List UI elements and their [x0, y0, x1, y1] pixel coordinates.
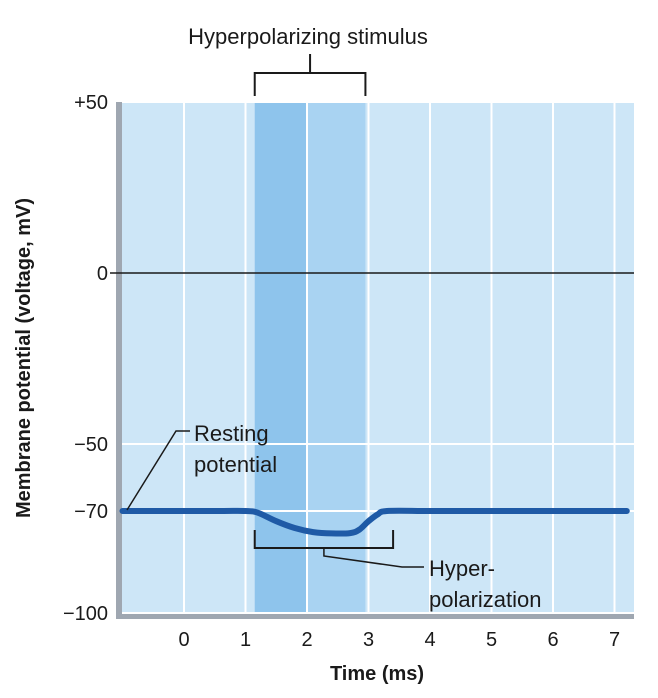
plot-frame-bottom	[116, 613, 634, 619]
y-tick-label-0: +50	[74, 92, 108, 114]
resting-potential-label-line2: potential	[194, 452, 277, 477]
plot-area: +50 0 −50 −70 −100 0 1 2 3 4 5 6 7	[63, 92, 634, 651]
y-axis-title: Membrane potential (voltage, mV)	[13, 198, 35, 518]
x-tick-label-0: 0	[178, 629, 189, 651]
x-tick-label-5: 5	[486, 629, 497, 651]
x-tick-label-7: 7	[609, 629, 620, 651]
stimulus-bracket	[253, 54, 367, 96]
stimulus-band-right	[307, 102, 366, 613]
hyperpolarization-label-line2: polarization	[429, 587, 542, 612]
x-tick-label-1: 1	[240, 629, 251, 651]
x-tick-label-4: 4	[424, 629, 435, 651]
x-tick-label-2: 2	[301, 629, 312, 651]
stimulus-band-left	[254, 102, 307, 613]
hyperpolarization-leader	[323, 548, 424, 568]
x-axis-title: Time (ms)	[330, 663, 424, 685]
y-tick-label-3: −70	[74, 501, 108, 523]
annotation-layer	[126, 54, 424, 568]
plot-frame-left	[116, 102, 122, 619]
x-tick-label-3: 3	[363, 629, 374, 651]
x-tick-label-6: 6	[547, 629, 558, 651]
resting-potential-leader	[126, 430, 190, 511]
y-tick-label-2: −50	[74, 434, 108, 456]
stimulus-label: Hyperpolarizing stimulus	[188, 24, 428, 49]
hyperpolarization-label-line1: Hyper-	[429, 556, 495, 581]
membrane-potential-trace	[119, 507, 630, 537]
resting-potential-label-line1: Resting	[194, 421, 269, 446]
y-tick-label-1: 0	[97, 263, 108, 285]
y-tick-label-4: −100	[63, 603, 108, 625]
plot-background	[122, 102, 634, 613]
